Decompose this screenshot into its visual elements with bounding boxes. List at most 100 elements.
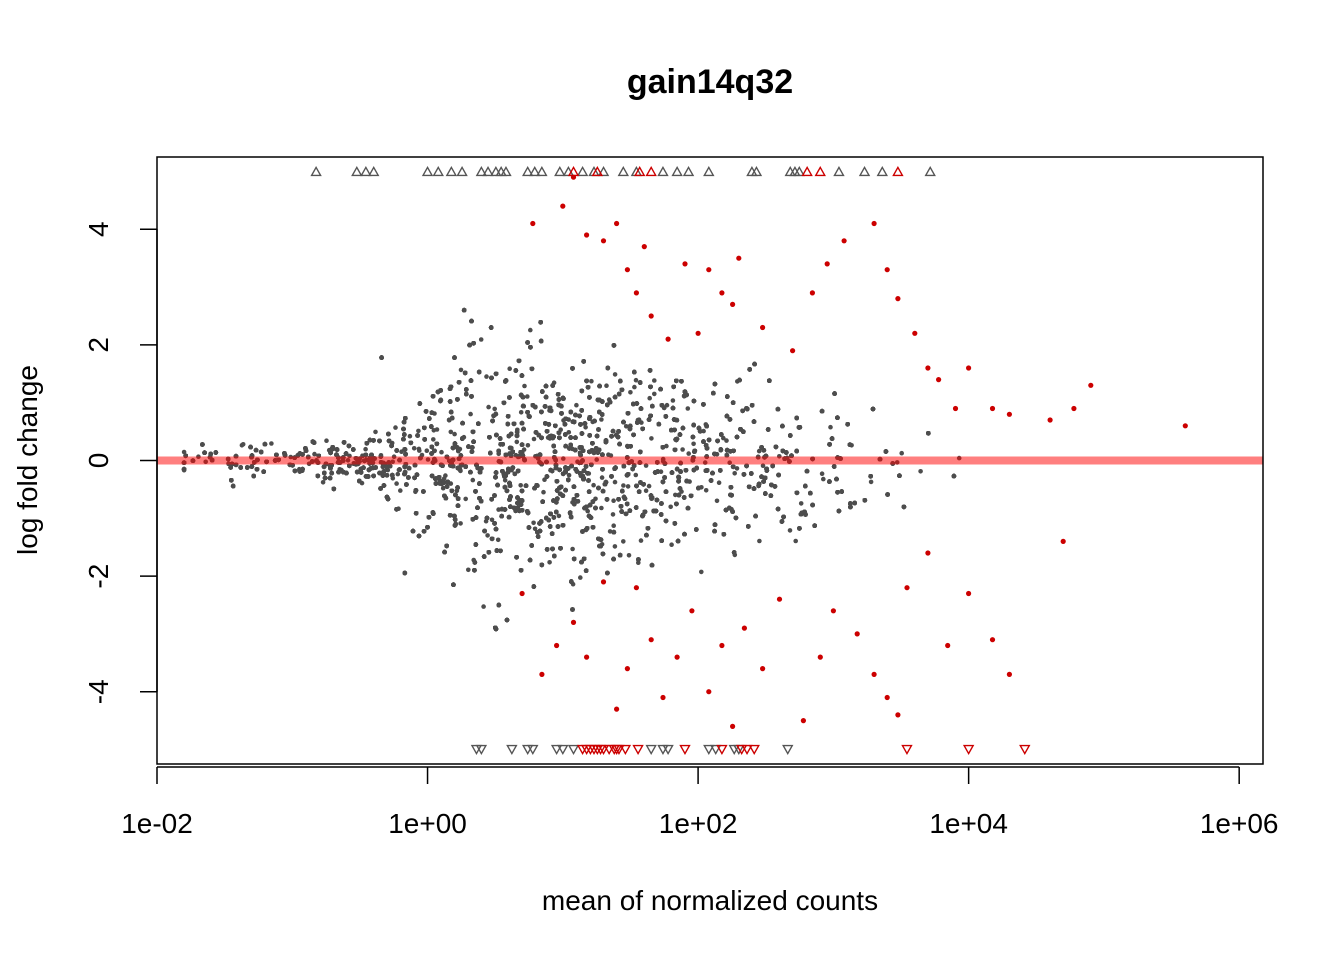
gene-point: [628, 390, 633, 395]
points-layer: [181, 174, 1188, 730]
gene-point: [486, 404, 491, 410]
gene-point: [269, 441, 274, 446]
gene-point: [448, 429, 454, 435]
gene-point: [607, 529, 613, 534]
gene-point: [612, 479, 618, 485]
gene-point: [531, 436, 537, 442]
gene-point: [604, 383, 609, 389]
gene-point: [680, 447, 685, 452]
gene-point: [699, 569, 704, 575]
gene-point: [466, 567, 471, 573]
gene-point: [547, 560, 552, 565]
gene-point: [181, 449, 187, 455]
gene-point: [566, 472, 572, 478]
gene-point: [670, 398, 676, 403]
gene-point: [492, 406, 498, 412]
gene-point: [312, 451, 317, 457]
gene-point: [574, 402, 579, 408]
gene-point: [518, 410, 524, 415]
gene-point: [411, 446, 417, 451]
gene-point: [470, 477, 476, 483]
gene-point: [599, 475, 605, 480]
gene-point: [578, 575, 583, 580]
gene-point: [798, 501, 804, 506]
gene-point: [417, 448, 422, 453]
gene-point: [716, 480, 722, 486]
gene-point: [591, 482, 596, 488]
gene-point: [626, 553, 632, 558]
gene-point: [585, 508, 590, 514]
gene-point: [363, 446, 368, 452]
gene-point: [918, 469, 923, 474]
gene-point: [691, 441, 696, 447]
gene-point: [407, 433, 413, 439]
gene-point: [440, 485, 446, 491]
gene-point: [625, 484, 631, 489]
gene-point: [395, 471, 401, 477]
gene-point: [652, 391, 657, 397]
gene-point: [495, 537, 501, 543]
gene-point: [431, 437, 436, 442]
gene-point: [458, 521, 463, 526]
gene-point: [484, 374, 489, 379]
gene-point: [373, 429, 378, 435]
gene-point: [532, 526, 538, 532]
gene-point: [324, 438, 329, 444]
gene-point: [583, 425, 588, 430]
gene-point: [452, 431, 457, 437]
gene-point: [668, 504, 673, 510]
gene-point: [606, 452, 611, 458]
x-axis-label: mean of normalized counts: [542, 885, 878, 916]
gene-point: [393, 425, 398, 430]
gene-point: [485, 533, 490, 538]
gene-point: [701, 428, 706, 434]
gene-point: [760, 463, 766, 469]
gene-point: [819, 471, 825, 477]
gene-point: [732, 471, 737, 476]
gene-point: [478, 337, 484, 342]
gene-point: [828, 424, 833, 430]
gene-point: [528, 327, 533, 333]
gene-point: [599, 417, 604, 422]
gene-point: [658, 469, 664, 475]
gene-point: [468, 411, 473, 417]
gene-point: [612, 372, 618, 377]
gene-point: [646, 483, 652, 489]
gene-point: [416, 428, 421, 434]
gene-point: [724, 438, 729, 443]
gene-point: [610, 512, 616, 517]
gene-point: [757, 538, 762, 544]
chart-title: gain14q32: [627, 63, 793, 101]
gene-point: [868, 479, 874, 485]
gene-point: [525, 394, 530, 399]
gene-point: [458, 367, 464, 373]
gene-point: [399, 449, 404, 455]
gene-point: [647, 395, 652, 401]
gene-point: [240, 442, 246, 447]
gene-point: [443, 473, 448, 478]
gene-point: [638, 538, 644, 543]
gene-point: [612, 544, 618, 549]
gene-point: [481, 604, 486, 609]
gene-point: [518, 483, 523, 488]
gene-point: [756, 448, 762, 454]
gene-point: [398, 488, 403, 493]
gene-point: [652, 378, 657, 383]
gene-point: [899, 450, 904, 456]
gene-point: [525, 443, 531, 448]
gene-point: [507, 366, 512, 372]
gene-point: [621, 483, 626, 488]
gene-point: [531, 520, 536, 526]
gene-point: [649, 436, 654, 441]
gene-point: [632, 384, 637, 390]
gene-point: [821, 476, 826, 482]
gene-point: [502, 478, 508, 483]
gene-point: [714, 498, 720, 504]
gene-point: [589, 378, 594, 384]
gene-point: [685, 406, 691, 411]
gene-point: [673, 492, 678, 498]
gene-point: [703, 488, 709, 493]
gene-point: [394, 481, 399, 486]
gene-point: [734, 466, 740, 471]
